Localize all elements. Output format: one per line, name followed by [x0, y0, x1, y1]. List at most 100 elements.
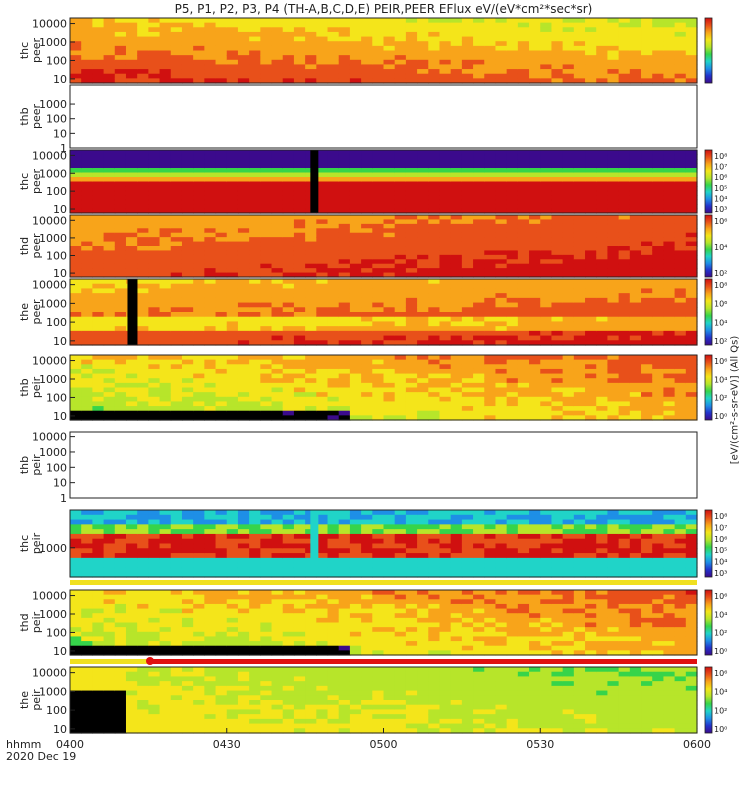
- y-tick-label: 100: [46, 113, 67, 126]
- colorbar-tick-label: 10³: [714, 569, 727, 578]
- colorbar-tick-label: 10²: [714, 337, 727, 346]
- y-tick-label: 1000: [39, 232, 67, 245]
- colorbar-tick-label: 10⁴: [714, 688, 727, 697]
- y-tick-label: 1000: [39, 608, 67, 621]
- x-tick-label: 0400: [56, 738, 84, 751]
- colorbar-tick-label: 10⁴: [714, 610, 727, 619]
- panel-the-peer: 10000 1000 100 10 the peer 10⁸ 10⁶ 10⁴ 10²: [18, 278, 727, 348]
- colorbar-tick-label: 10⁸: [714, 281, 727, 290]
- colorbar-tick-label: 10⁶: [714, 173, 727, 182]
- panel-the-peir: 10000 1000 100 10 the peir 10⁶ 10⁴ 10² 10⁰: [18, 666, 727, 736]
- y-tick-label: 100: [46, 704, 67, 717]
- colorbar-tick-label: 10⁶: [714, 535, 727, 544]
- spectrogram-cells-thb-peir: [70, 355, 698, 421]
- panel-thb-peir-empty: 10000 1000 100 10 1 thb peir: [18, 431, 698, 505]
- y-tick-label: 10000: [32, 431, 67, 444]
- status-bar-yellow: [70, 580, 697, 585]
- colorbar-the-peer: 10⁸ 10⁶ 10⁴ 10²: [704, 278, 727, 346]
- colorbar-tick-label: 10⁷: [714, 163, 727, 172]
- y-tick-label: 10: [53, 203, 67, 216]
- colorbar-tick-label: 10⁴: [714, 243, 727, 252]
- y-axis-label: peer: [30, 233, 43, 259]
- colorbar-tick-label: 10⁷: [714, 523, 727, 532]
- panel-thd-peir: 10000 1000 100 10 thd peir 10⁶ 10⁴ 10² 10⁰: [18, 589, 727, 658]
- colorbar-tick-label: 10⁸: [714, 512, 727, 521]
- y-axis-label: the: [18, 691, 31, 709]
- y-tick-label: 10000: [32, 149, 67, 162]
- y-tick-label: 1000: [39, 297, 67, 310]
- colorbar-tick-label: 10²: [714, 629, 727, 638]
- colorbar-tick-label: 10²: [714, 394, 727, 403]
- y-tick-label: 10: [53, 335, 67, 348]
- panel-thc-peir: 1000 thc peir 10⁸ 10⁷ 10⁶ 10⁵ 10⁴ 10³: [18, 509, 727, 578]
- colorbar-tick-label: 10⁰: [714, 647, 727, 656]
- colorbar-tick-label: 10⁶: [714, 592, 727, 601]
- colorbar-tick-label: 10³: [714, 205, 727, 214]
- colorbar-tick-label: 10⁰: [714, 412, 727, 421]
- spectrogram-cells-thd-peer: [70, 215, 698, 278]
- spectrogram-cells-top-peer: [70, 18, 698, 84]
- y-axis-label: peir: [30, 689, 43, 711]
- chart-title: P5, P1, P2, P3, P4 (TH-A,B,C,D,E) PEIR,P…: [174, 2, 593, 16]
- colorbar-tick-label: 10⁴: [714, 194, 727, 203]
- y-axis-label: thb: [18, 456, 31, 474]
- y-axis-label: peer: [30, 169, 43, 195]
- y-axis-label: peir: [30, 376, 43, 398]
- x-tick-label: 0600: [683, 738, 711, 751]
- gap-bar: [310, 510, 319, 577]
- y-tick-label: 100: [46, 249, 67, 262]
- status-marker: [146, 657, 154, 665]
- y-tick-label: 1000: [39, 98, 67, 111]
- colorbar-thc-peir: 10⁸ 10⁷ 10⁶ 10⁵ 10⁴ 10³: [704, 509, 727, 578]
- y-tick-label: 10000: [32, 18, 67, 31]
- colorbar-tick-label: 10²: [714, 706, 727, 715]
- date-label: 2020 Dec 19: [6, 750, 77, 763]
- colorbar-thd-peer: 10⁶ 10⁴ 10²: [704, 214, 727, 278]
- y-axis-label: thc: [18, 535, 31, 552]
- colorbar-tick-label: 10⁴: [714, 375, 727, 384]
- time-format-label: hhmm: [6, 738, 42, 751]
- y-tick-label: 1000: [39, 36, 67, 49]
- y-tick-label: 10000: [32, 590, 67, 603]
- y-axis-label: thc: [18, 173, 31, 190]
- colorbar-units-label: [eV/(cm²-s-sr-eV)] (All Qs): [729, 335, 741, 465]
- colorbar-tick-label: 10⁵: [714, 184, 727, 193]
- spectrogram-cells-the-peer: [70, 279, 698, 346]
- colorbar-tick-label: 10⁴: [714, 318, 727, 327]
- y-axis-label: peir: [30, 611, 43, 633]
- y-tick-label: 1000: [39, 685, 67, 698]
- y-axis-label: thb: [18, 378, 31, 396]
- y-tick-label: 1: [60, 142, 67, 155]
- y-tick-label: 10: [53, 267, 67, 280]
- y-axis-label: the: [18, 303, 31, 321]
- x-tick-label: 0500: [370, 738, 398, 751]
- y-tick-label: 100: [46, 185, 67, 198]
- y-tick-label: 1000: [39, 373, 67, 386]
- y-tick-label: 10000: [32, 355, 67, 368]
- y-tick-label: 1: [60, 492, 67, 505]
- y-tick-label: 100: [46, 316, 67, 329]
- x-tick-label: 0430: [213, 738, 241, 751]
- y-tick-label: 10000: [32, 214, 67, 227]
- y-tick-label: 10: [53, 645, 67, 658]
- y-tick-label: 10: [53, 73, 67, 86]
- colorbar-tick-label: 10⁶: [714, 300, 727, 309]
- y-axis-label: peer: [30, 104, 43, 130]
- y-axis-label: peer: [30, 38, 43, 64]
- y-tick-label: 10000: [32, 667, 67, 680]
- y-tick-label: 100: [46, 461, 67, 474]
- y-tick-label: 10: [53, 410, 67, 423]
- y-axis-label: thc: [18, 42, 31, 59]
- y-axis-label: peir: [30, 454, 43, 476]
- colorbar-tick-label: 10²: [714, 269, 727, 278]
- spectrogram-cells-thc-peer: [70, 150, 698, 214]
- y-tick-label: 100: [46, 626, 67, 639]
- y-tick-label: 100: [46, 391, 67, 404]
- colorbar-tick-label: 10⁴: [714, 558, 727, 567]
- colorbar-tick-label: 10⁰: [714, 725, 727, 734]
- panel-top-peer: 10000 1000 100 10 thc peer: [18, 17, 713, 86]
- spectrogram-cells-thc-peir: [70, 510, 698, 578]
